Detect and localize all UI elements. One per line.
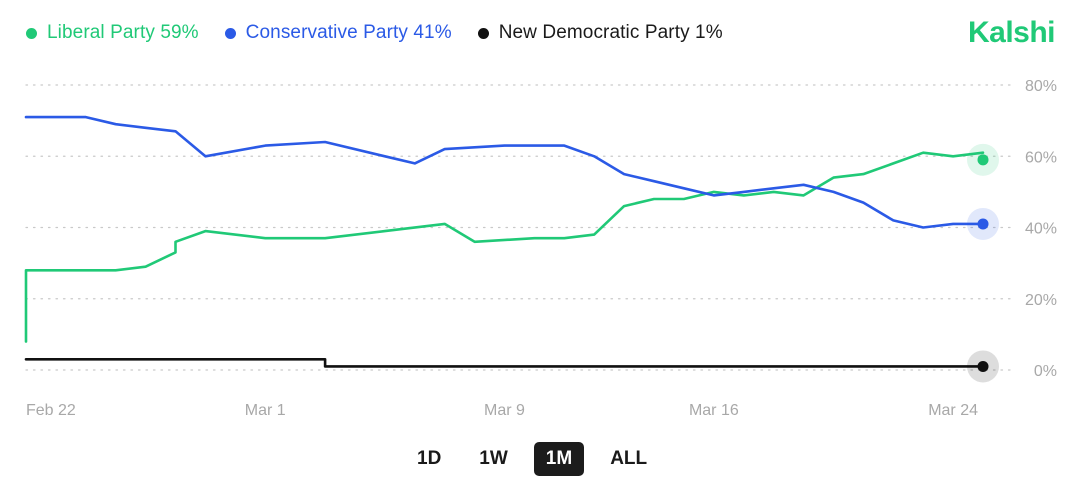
legend-item-liberal: Liberal Party 59%: [26, 22, 199, 44]
y-tick-label: 80%: [1025, 78, 1057, 95]
liberal-dot-icon: [26, 27, 37, 39]
end-marker-dot: [977, 360, 989, 372]
kalshi-logo[interactable]: Kalshi: [967, 16, 1056, 49]
range-button-1w[interactable]: 1W: [479, 448, 508, 469]
time-range-selector: 1D 1W 1M ALL: [405, 442, 659, 476]
x-tick-label: Feb 22: [26, 402, 76, 419]
end-marker-dot: [977, 218, 989, 230]
series-lines: [24, 115, 985, 368]
range-button-1m[interactable]: 1M: [533, 442, 585, 476]
y-tick-label: 0%: [1034, 363, 1057, 380]
legend-item-ndp: New Democratic Party 1%: [477, 22, 723, 44]
range-button-1d[interactable]: 1D: [417, 448, 442, 469]
x-tick-label: Mar 9: [484, 402, 525, 419]
series-line: [24, 358, 985, 368]
ndp-dot-icon: [477, 27, 489, 39]
chart-legend: Liberal Party 59% Conservative Party 41%…: [26, 22, 723, 44]
conservative-dot-icon: [224, 27, 236, 39]
end-markers: [967, 143, 999, 383]
y-tick-label: 60%: [1025, 149, 1057, 166]
range-button-all[interactable]: ALL: [610, 448, 648, 469]
legend-label-ndp: New Democratic Party 1%: [498, 22, 723, 43]
x-tick-label: Mar 16: [689, 402, 739, 419]
series-line: [24, 151, 985, 343]
end-marker-dot: [977, 154, 989, 166]
legend-label-liberal: Liberal Party 59%: [47, 22, 199, 43]
series-line: [24, 115, 985, 229]
y-tick-label: 20%: [1025, 292, 1057, 309]
legend-item-conservative: Conservative Party 41%: [224, 22, 452, 44]
x-tick-label: Mar 24: [928, 402, 978, 419]
x-tick-label: Mar 1: [245, 402, 286, 419]
legend-label-conservative: Conservative Party 41%: [245, 22, 452, 43]
x-axis: Feb 22 Mar 1 Mar 9 Mar 16 Mar 24: [26, 402, 978, 419]
y-axis: 0% 20% 40% 60% 80%: [1025, 78, 1057, 380]
gridlines: [25, 84, 1013, 371]
y-tick-label: 40%: [1025, 221, 1057, 238]
